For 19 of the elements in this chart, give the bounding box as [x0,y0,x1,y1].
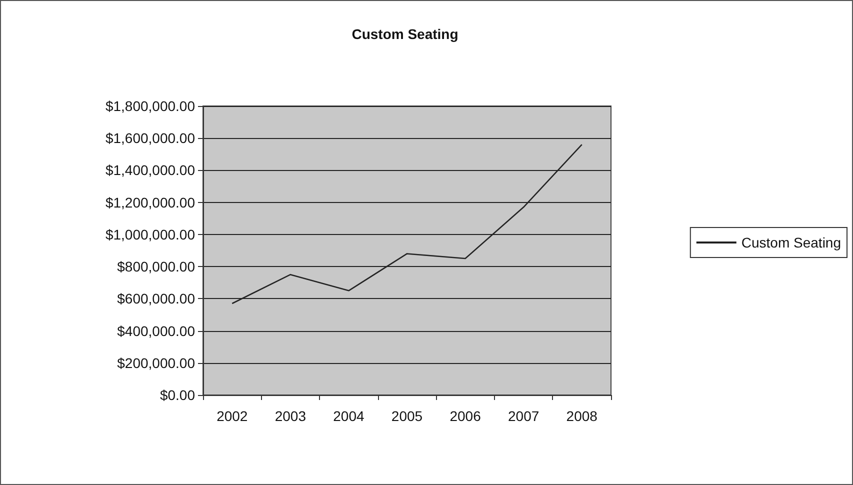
y-tick-label: $0.00 [160,387,196,403]
legend-label: Custom Seating [741,234,842,250]
chart-title: Custom Seating [352,26,458,42]
x-tick-label: 2008 [566,408,598,424]
y-tick-label: $1,400,000.00 [105,162,196,178]
y-tick-label: $1,800,000.00 [105,98,196,114]
x-tick-label: 2006 [450,408,482,424]
y-tick-label: $1,600,000.00 [105,130,196,146]
y-tick-label: $200,000.00 [117,354,196,371]
x-tick-label: 2005 [391,408,423,424]
y-tick-label: $600,000.00 [117,290,196,307]
y-tick-label: $400,000.00 [117,322,196,339]
x-tick-label: 2004 [333,408,364,424]
x-tick-label: 2002 [216,408,248,424]
x-tick-label: 2003 [274,408,306,424]
y-tick-label: $1,200,000.00 [105,194,196,210]
x-tick-label: 2007 [508,408,540,424]
y-tick-label: $800,000.00 [117,258,196,275]
y-tick-label: $1,000,000.00 [105,226,196,242]
